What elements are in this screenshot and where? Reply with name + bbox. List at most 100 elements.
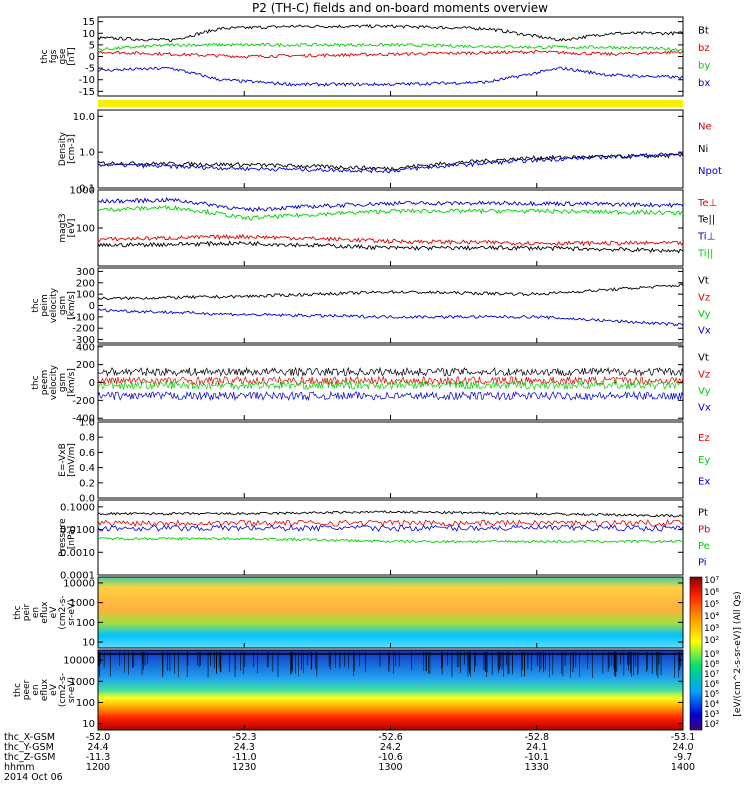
colorbar-tick: 10⁷ [704,576,719,586]
x-column-value: -53.1 [671,732,696,743]
x-column-value: -52.8 [524,732,549,743]
y-tick-label: 0 [89,52,95,63]
y-tick-label: 0.1 [79,184,95,195]
legend-entry: Pi [698,558,707,569]
colorbar-tick: 10² [704,636,719,646]
panel-5: 400 200 0 -200 -400 thc peem velocity gsm [km/s] V… [31,342,711,424]
y-tick-label: 300 [76,267,95,278]
legend-entry: by [698,60,710,71]
legend-entry: Ti⊥ [697,232,715,243]
y-axis-label: [km/s] [67,368,77,397]
legend-entry: Ey [698,455,710,466]
y-tick-label: 0.6 [79,448,95,459]
x-row-label: thc_Z-GSM [4,752,55,763]
legend-entry: Ti|| [697,248,713,259]
series-Ti⊥ [97,196,684,213]
y-axis-label: en [31,607,41,618]
panel-frame [97,16,684,97]
panel-6: 1.0 0.8 0.6 0.4 0.2 0.0 E=-VxB [mV/m] Ez Ey Ex [58,418,710,505]
y-tick-label: 10.0 [73,112,95,123]
y-axis-label: magt3 [58,213,68,242]
y-axis-label: E=-VxB [58,443,68,477]
y-axis-label: sr-eV) [67,677,77,703]
x-column-value: 24.2 [380,742,401,753]
legend-entry: bz [698,43,710,54]
series-Ni [97,153,684,172]
colorbar-tick: 10² [704,720,719,730]
pressure-trace [97,524,684,533]
y-axis-label: (cm2-s- [58,673,68,707]
colorbar-tick: 10⁴ [704,700,719,710]
legend-entry: Pe [698,541,710,552]
y-tick-label: -100 [72,312,95,323]
x-column-value: 24.1 [526,742,547,753]
x-column-value: 24.4 [87,742,108,753]
chart-title: P2 (TH-C) fields and on-board moments ov… [252,1,548,15]
y-axis-label: gsm [58,296,68,315]
y-tick-label: 1000 [70,598,95,609]
series-by [97,42,684,52]
y-tick-label: 100 [76,618,95,629]
panel-frame [97,267,684,344]
x-column-value: -10.6 [378,752,403,763]
y-tick-label: 100 [76,224,95,235]
peem-velocity-trace [97,375,684,386]
y-tick-label: 10 [82,29,95,40]
legend-entry: Te⊥ [697,198,717,209]
legend-entry: Vt [698,276,709,287]
panel-2: 10.0 1.0 0.1 Density [cm-3] Ne Ni Npot [58,109,722,195]
y-tick-label: 100 [76,290,95,301]
panel-8: 10000 1000 100 10 thc peir en eflux eV (cm2-s-sr-… [13,576,684,649]
y-tick-label: 1000 [70,677,95,688]
y-tick-label: 15 [82,17,95,28]
x-row-label: thc_Y-GSM [4,742,54,753]
legend-entry: Vz [698,292,710,303]
y-tick-label: 0.1000 [60,502,95,513]
y-axis-label: [eV] [67,219,77,238]
legend-entry: Vz [698,369,710,380]
legend-entry: Ne [698,122,712,133]
x-row-label: thc_X-GSM [4,732,55,743]
y-tick-label: 0 [89,301,95,312]
panel-9: 10000 1000 100 10 thc peer en eflux eV (cm2-s-sr-… [13,649,684,731]
series-Vx [97,308,684,327]
y-tick-label: 0.4 [79,463,95,474]
series-Npot [97,151,684,174]
y-axis-label: velocity [49,287,59,323]
y-tick-label: 10 [82,638,95,649]
legend-entry: Pt [698,508,708,519]
legend-entry: Npot [698,166,722,177]
y-axis-label: eV [49,683,59,696]
panel-7: 0.1000 0.0100 0.0010 0.0001 Pressure [nPa] Pt P… [58,499,710,582]
y-tick-label: 5 [89,40,95,51]
panel-frame [97,421,684,499]
peem-velocity-trace [97,390,684,402]
x-column-value: -52.0 [86,732,111,743]
y-axis-label: eflux [40,601,50,624]
x-column-value: 1330 [525,762,549,773]
flag-bar [98,100,683,107]
y-tick-label: -10 [79,75,95,86]
y-tick-label: 400 [76,342,95,353]
legend-entry: Vx [698,403,711,414]
colorbar-tick: 10³ [704,710,719,720]
y-axis-label: thc [31,375,41,389]
panel-3: 1000 100 magt3 [eV] Te⊥ Te|| Ti⊥ Ti|| [58,186,717,267]
y-tick-label: 0.2 [79,478,95,489]
x-column-value: -10.1 [524,752,549,763]
colorbar-label: [eV/(cm^2-s-sr-eV)] (All Qs) [733,591,743,716]
y-axis-label: thc [40,49,50,63]
legend-entry: Bt [698,25,709,36]
y-axis-label: peem [40,370,50,396]
legend-entry: Te|| [697,215,715,226]
x-column-value: -52.3 [232,732,257,743]
spectrogram-peir [98,577,683,648]
series-Pe [97,536,684,544]
series-Ti|| [97,204,684,221]
peem-velocity-trace [97,366,684,378]
